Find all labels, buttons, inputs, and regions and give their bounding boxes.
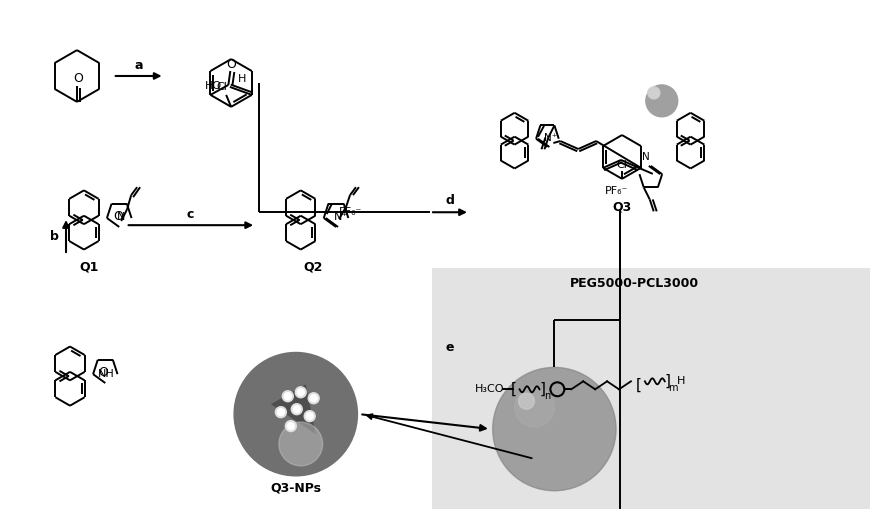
Text: Cl: Cl: [617, 160, 627, 170]
Circle shape: [308, 393, 319, 404]
Circle shape: [297, 389, 304, 396]
Text: Q3-NPs: Q3-NPs: [271, 481, 321, 494]
Circle shape: [519, 393, 534, 409]
Circle shape: [282, 391, 293, 402]
Polygon shape: [271, 384, 315, 434]
Text: H: H: [676, 376, 685, 386]
Circle shape: [293, 406, 300, 413]
Text: N⁺: N⁺: [334, 212, 348, 222]
Text: b: b: [50, 230, 59, 243]
Circle shape: [307, 413, 314, 420]
Text: [: [: [511, 382, 517, 397]
Text: c: c: [187, 208, 194, 221]
Circle shape: [285, 393, 292, 400]
Circle shape: [304, 410, 315, 422]
Circle shape: [279, 422, 322, 466]
Text: O: O: [226, 58, 237, 71]
Circle shape: [295, 387, 307, 398]
Circle shape: [292, 404, 302, 415]
Text: PEG5000-PCL3000: PEG5000-PCL3000: [570, 278, 700, 290]
Circle shape: [648, 87, 660, 99]
Text: HO: HO: [204, 81, 222, 91]
Text: [: [: [636, 378, 642, 393]
Text: Q2: Q2: [303, 261, 322, 273]
Text: m: m: [668, 383, 677, 393]
Text: H: H: [238, 74, 246, 84]
Text: d: d: [446, 194, 455, 207]
Text: Q1: Q1: [79, 261, 99, 273]
Text: N: N: [642, 152, 650, 162]
Circle shape: [286, 421, 296, 432]
Text: PF₆⁻: PF₆⁻: [339, 207, 362, 216]
Circle shape: [514, 387, 555, 427]
Text: N⁺: N⁺: [544, 133, 557, 143]
FancyBboxPatch shape: [432, 268, 870, 509]
Text: Cl: Cl: [216, 82, 228, 92]
Text: H₃CO: H₃CO: [475, 384, 505, 394]
Text: e: e: [446, 341, 454, 354]
Text: n: n: [544, 391, 550, 401]
Circle shape: [310, 395, 317, 402]
Text: O: O: [73, 73, 83, 85]
Text: NH: NH: [98, 369, 115, 379]
Circle shape: [278, 409, 285, 416]
Text: O: O: [113, 210, 123, 222]
Circle shape: [492, 367, 616, 491]
Text: N: N: [117, 212, 125, 222]
Text: PF₆⁻: PF₆⁻: [605, 186, 629, 196]
Circle shape: [287, 423, 294, 430]
Text: O: O: [98, 366, 108, 379]
Text: ]: ]: [540, 382, 546, 397]
Circle shape: [646, 85, 678, 117]
Circle shape: [275, 407, 286, 418]
Text: a: a: [134, 59, 143, 72]
Text: ]: ]: [665, 374, 671, 389]
Circle shape: [234, 352, 357, 476]
Text: Q3: Q3: [612, 200, 632, 213]
